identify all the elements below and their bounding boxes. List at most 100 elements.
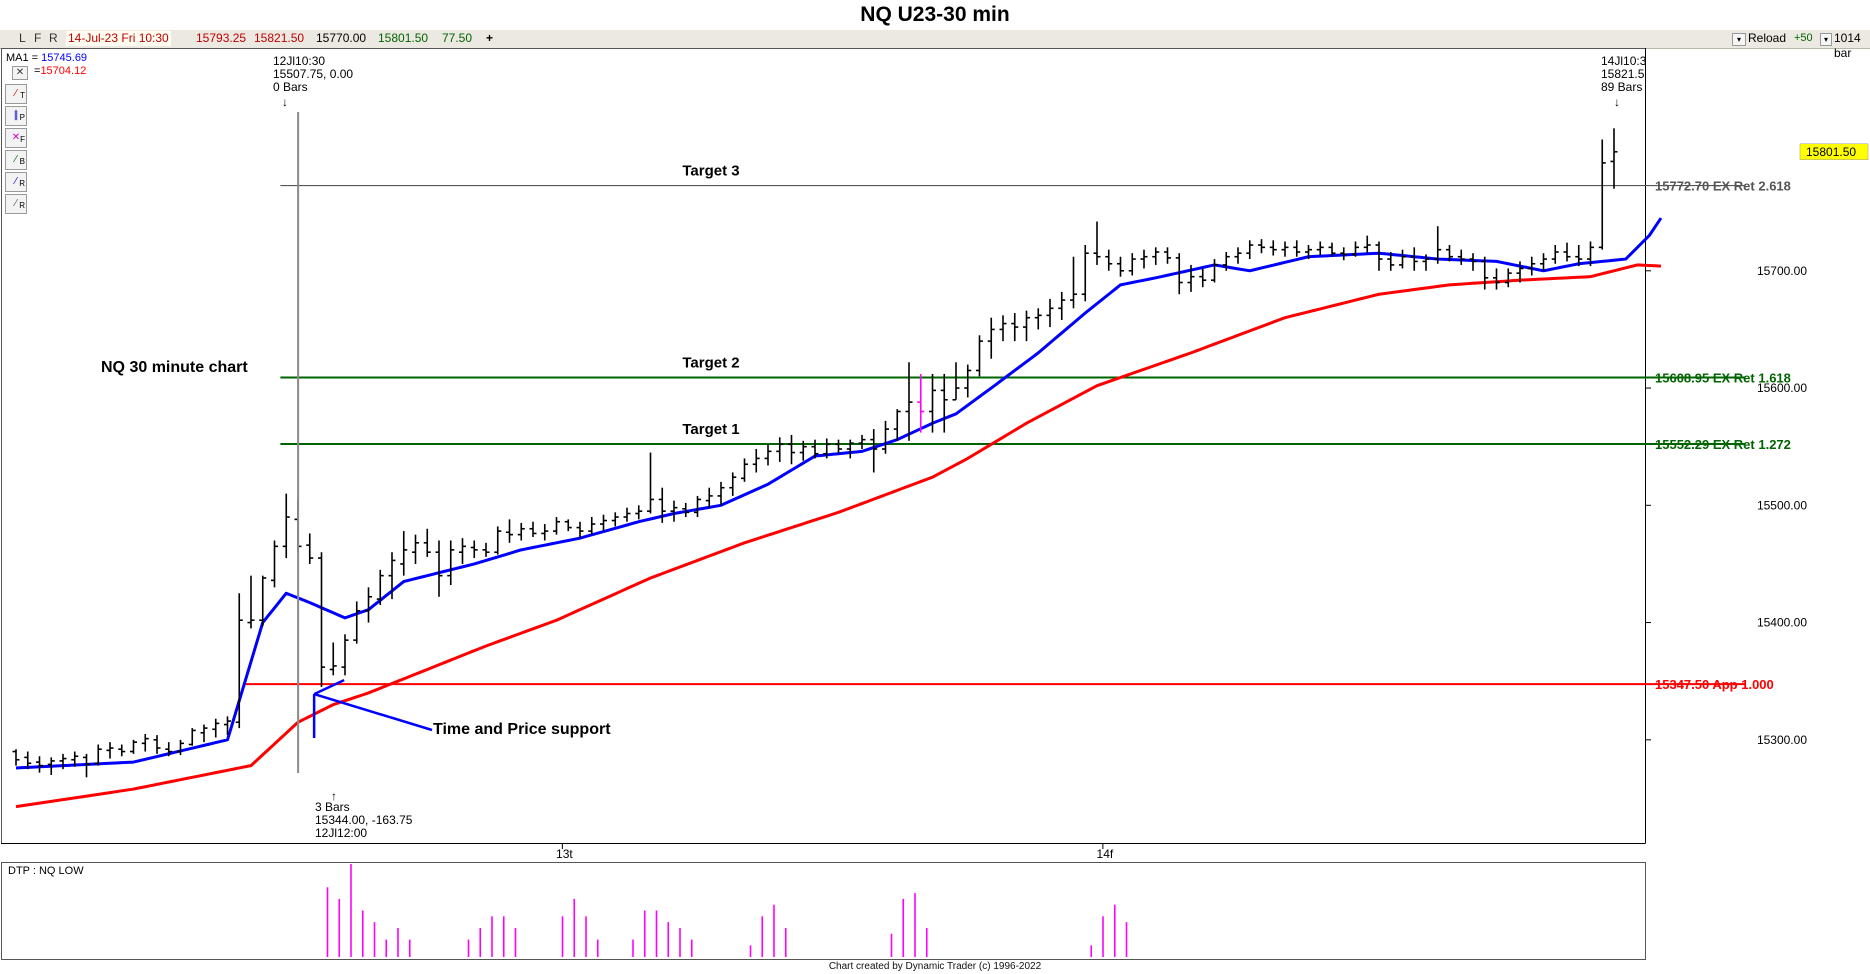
ohlc-bar[interactable] (106, 742, 114, 759)
ohlc-bar[interactable] (1446, 244, 1453, 262)
ohlc-bar[interactable] (259, 575, 267, 627)
ohlc-bar[interactable] (564, 519, 572, 532)
ohlc-bar[interactable] (24, 751, 32, 770)
ohlc-bar[interactable] (83, 753, 90, 778)
ohlc-bar[interactable] (1269, 240, 1277, 256)
ohlc-bar[interactable] (1152, 247, 1160, 265)
ohlc-bar[interactable] (1187, 264, 1195, 292)
ohlc-bar[interactable] (611, 512, 619, 527)
ohlc-bar[interactable] (940, 373, 948, 433)
ohlc-bar[interactable] (400, 531, 408, 576)
ohlc-bar[interactable] (177, 739, 184, 756)
ohlc-bar[interactable] (1469, 253, 1477, 271)
ohlc-bar[interactable] (741, 458, 748, 482)
ohlc-bar[interactable] (1305, 244, 1312, 260)
ohlc-bar[interactable] (647, 452, 654, 514)
ohlc-bar[interactable] (1140, 249, 1148, 269)
ohlc-bar[interactable] (553, 517, 560, 535)
ohlc-bar[interactable] (1175, 253, 1183, 295)
ohlc-bar[interactable] (1504, 268, 1512, 288)
ohlc-bar[interactable] (1128, 253, 1136, 276)
ohlc-bar[interactable] (1540, 253, 1547, 271)
ohlc-bar[interactable] (1399, 249, 1406, 269)
ohlc-bar[interactable] (1516, 261, 1524, 283)
ohlc-bar[interactable] (1434, 226, 1442, 264)
ohlc-bar[interactable] (212, 718, 220, 738)
ohlc-bar[interactable] (1246, 240, 1254, 260)
ohlc-bar[interactable] (306, 533, 314, 564)
ohlc-bar[interactable] (799, 440, 807, 461)
flag-r[interactable]: R (49, 31, 58, 45)
ohlc-bar[interactable] (1457, 249, 1465, 265)
ohlc-bar[interactable] (1410, 247, 1418, 271)
toolbar-dropdown-icon[interactable]: ▾ (1732, 33, 1746, 46)
ohlc-bar[interactable] (1258, 239, 1265, 254)
ohlc-bar[interactable] (224, 716, 231, 736)
ohlc-bar[interactable] (1563, 242, 1571, 262)
ohlc-bar[interactable] (353, 601, 361, 644)
ohlc-bar[interactable] (1375, 241, 1383, 271)
ohlc-bar[interactable] (870, 429, 878, 473)
ohlc-bar[interactable] (153, 735, 161, 754)
ohlc-bar[interactable] (658, 487, 666, 523)
ohlc-bar[interactable] (506, 519, 513, 543)
ohlc-bar[interactable] (694, 495, 701, 518)
ohlc-bar[interactable] (1105, 249, 1113, 271)
ohlc-bar[interactable] (1481, 256, 1489, 290)
ohlc-bar[interactable] (682, 502, 690, 518)
ohlc-bar[interactable] (247, 575, 255, 629)
ohlc-bar[interactable] (964, 364, 972, 398)
ohlc-bar[interactable] (858, 434, 866, 450)
ohlc-bar[interactable] (705, 487, 713, 508)
ohlc-bar[interactable] (1598, 139, 1606, 250)
ohlc-bar[interactable] (1164, 247, 1171, 264)
ohlc-bar[interactable] (846, 439, 854, 459)
ohlc-bar[interactable] (388, 552, 396, 600)
ohlc-bar[interactable] (423, 528, 431, 557)
ohlc-bar[interactable] (47, 757, 55, 775)
ohlc-bar[interactable] (1281, 241, 1289, 257)
ohlc-bar[interactable] (776, 437, 784, 462)
ohlc-bar[interactable] (670, 500, 678, 522)
fib-tool-icon[interactable]: F ✕ (5, 128, 27, 148)
ohlc-bar[interactable] (200, 724, 208, 743)
ohlc-bar[interactable] (729, 472, 737, 496)
ohlc-bar[interactable] (905, 362, 913, 441)
ohlc-bar[interactable] (823, 438, 831, 459)
ray-tool-icon[interactable]: R ⁄ (5, 194, 27, 214)
ohlc-bar[interactable] (412, 534, 419, 564)
ohlc-bar[interactable] (447, 540, 455, 586)
ohlc-bar[interactable] (1422, 254, 1430, 271)
ohlc-bar[interactable] (1340, 247, 1348, 261)
ohlc-bar[interactable] (1023, 310, 1030, 342)
ohlc-bar[interactable] (165, 742, 173, 757)
close-x-icon[interactable]: ✕ (12, 66, 28, 80)
ohlc-bar[interactable] (752, 449, 760, 473)
ohlc-bar[interactable] (1222, 252, 1230, 271)
ohlc-bar[interactable] (1046, 298, 1054, 328)
ohlc-bar[interactable] (976, 335, 983, 377)
ohlc-bar[interactable] (588, 517, 596, 535)
ohlc-bar[interactable] (1493, 268, 1500, 290)
ohlc-bar[interactable] (1117, 256, 1124, 277)
reload-dropdown-icon[interactable]: ▾ (1820, 33, 1832, 46)
trend-line-tool-icon[interactable]: T ⁄ (5, 84, 27, 104)
ohlc-bar[interactable] (188, 728, 196, 746)
ohlc-bar[interactable] (1081, 244, 1089, 302)
ohlc-bar[interactable] (341, 634, 349, 676)
ohlc-bar[interactable] (329, 642, 337, 676)
ohlc-bar[interactable] (271, 540, 278, 588)
flag-l[interactable]: L (19, 31, 26, 45)
ohlc-bar[interactable] (71, 751, 79, 767)
ohlc-bar[interactable] (1363, 235, 1371, 254)
ohlc-bar[interactable] (541, 524, 549, 541)
ohlc-bar[interactable] (376, 569, 384, 605)
ohlc-bar[interactable] (1093, 221, 1101, 265)
ohlc-bar[interactable] (987, 317, 995, 359)
ohlc-bar[interactable] (494, 526, 502, 555)
ohlc-bar[interactable] (952, 362, 960, 401)
ohlc-bar[interactable] (1528, 256, 1536, 276)
ohlc-bar[interactable] (1387, 252, 1395, 271)
ohlc-bar[interactable] (517, 522, 525, 541)
